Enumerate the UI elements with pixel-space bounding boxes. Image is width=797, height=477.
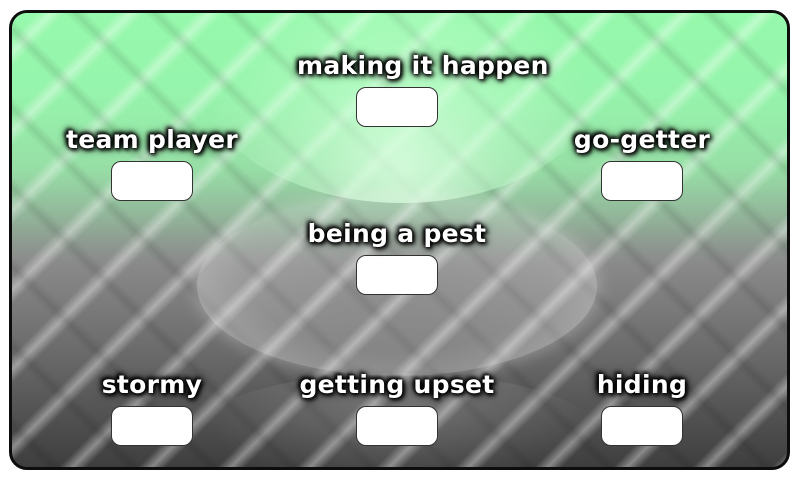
node-label-being-a-pest: being a pest xyxy=(307,219,487,248)
node-stormy: stormy xyxy=(52,370,252,446)
node-making-it-happen: making it happen xyxy=(297,51,549,127)
node-label-getting-upset: getting upset xyxy=(299,370,495,399)
input-box-making-it-happen[interactable] xyxy=(356,87,438,127)
input-box-stormy[interactable] xyxy=(111,406,193,446)
input-box-being-a-pest[interactable] xyxy=(356,255,438,295)
node-being-a-pest: being a pest xyxy=(297,219,497,295)
node-getting-upset: getting upset xyxy=(297,370,497,446)
node-label-hiding: hiding xyxy=(596,370,688,399)
input-box-getting-upset[interactable] xyxy=(356,406,438,446)
node-hiding: hiding xyxy=(542,370,742,446)
node-go-getter: go-getter xyxy=(542,125,742,201)
node-label-team-player: team player xyxy=(66,125,238,154)
node-label-making-it-happen: making it happen xyxy=(297,51,549,80)
input-box-go-getter[interactable] xyxy=(601,161,683,201)
node-team-player: team player xyxy=(52,125,252,201)
node-label-stormy: stormy xyxy=(101,370,203,399)
diagram-board: making it happen team player go-getter b… xyxy=(9,10,790,470)
input-box-team-player[interactable] xyxy=(111,161,193,201)
node-label-go-getter: go-getter xyxy=(573,125,711,154)
input-box-hiding[interactable] xyxy=(601,406,683,446)
